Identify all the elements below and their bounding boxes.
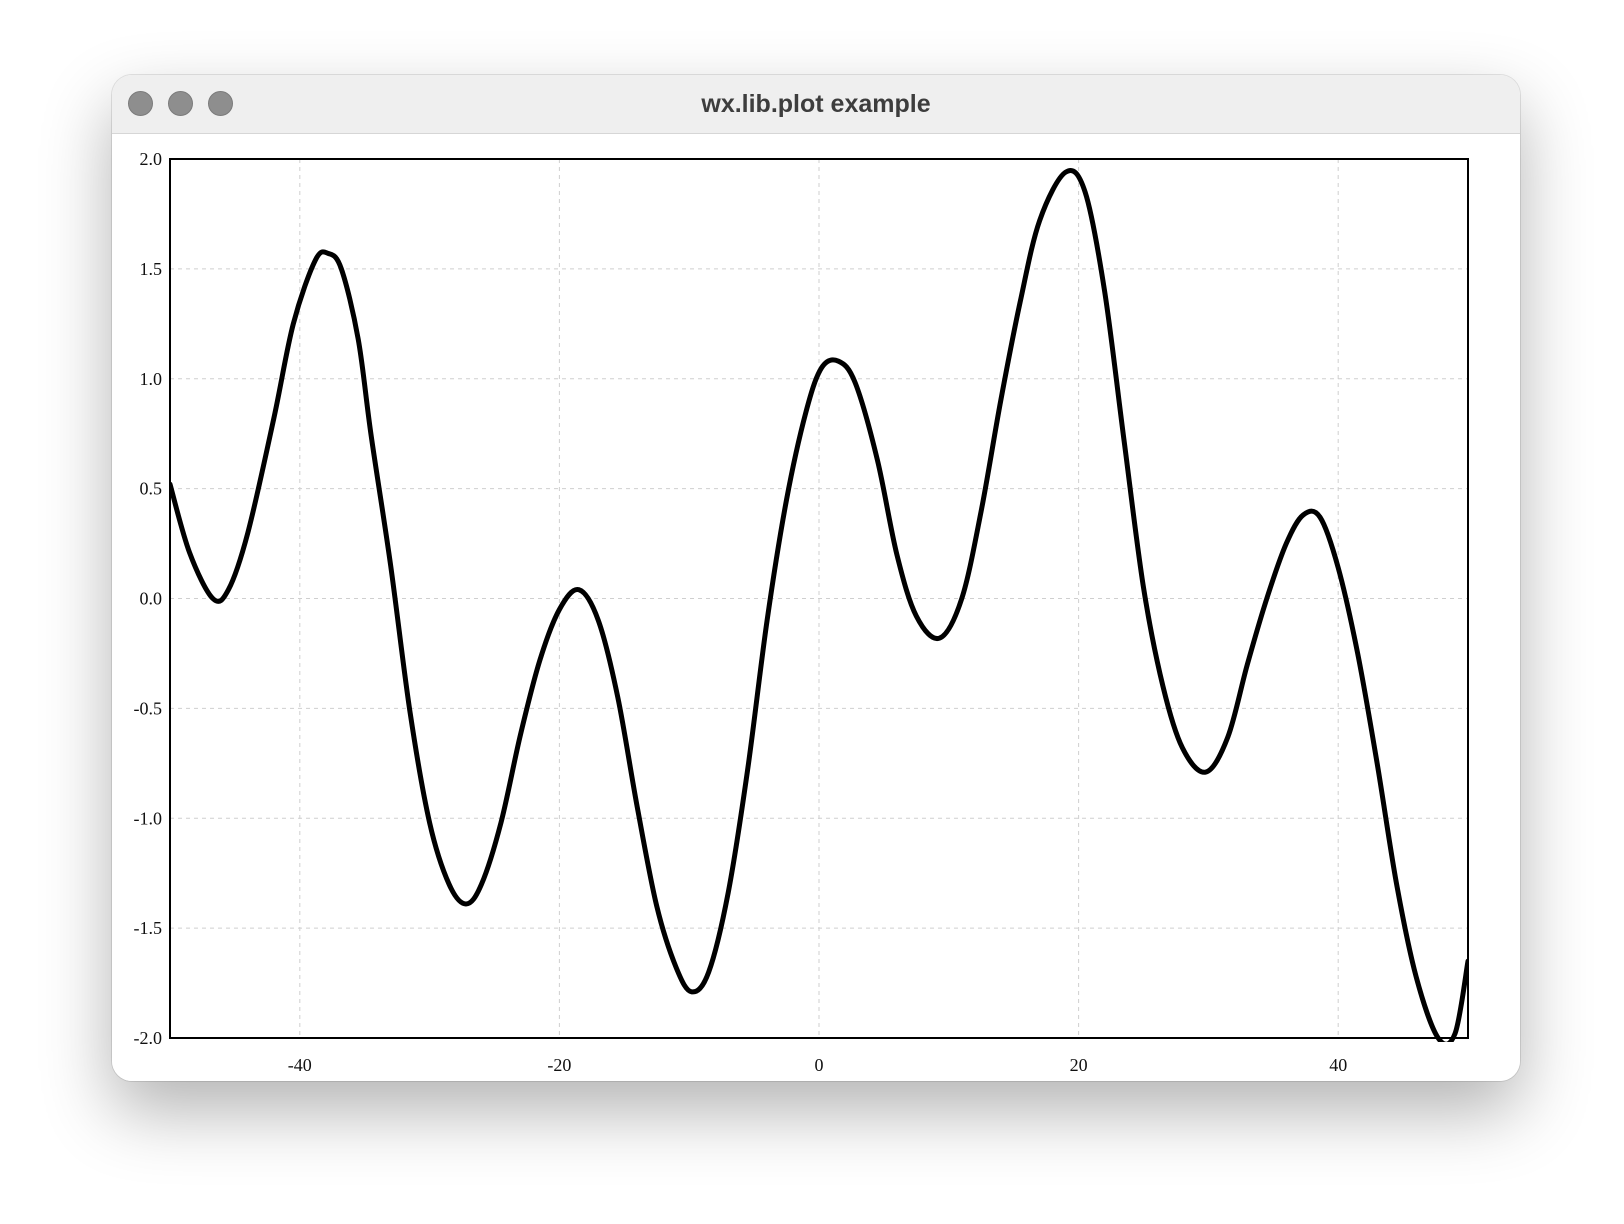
grid <box>170 159 1468 1038</box>
series-line <box>170 168 1468 1042</box>
y-tick-label: 1.5 <box>140 259 163 279</box>
x-tick-label: 20 <box>1070 1055 1088 1075</box>
app-window: wx.lib.plot example 2.0 1.5 1.0 0.5 0.0 -0.5 -… <box>112 75 1520 1081</box>
minimize-button[interactable] <box>168 91 193 116</box>
x-axis-tick-labels: -40 -20 0 20 40 <box>288 1055 1347 1075</box>
plot-border <box>169 158 1469 1039</box>
x-tick-label: 40 <box>1329 1055 1347 1075</box>
y-tick-label: -0.5 <box>134 698 163 718</box>
y-tick-label: -2.0 <box>134 1028 163 1048</box>
line-chart[interactable]: 2.0 1.5 1.0 0.5 0.0 -0.5 -1.0 -1.5 -2.0 -40 -20 0 2… <box>112 134 1520 1081</box>
plot-frame <box>169 158 1469 1039</box>
y-tick-label: -1.0 <box>134 808 163 828</box>
y-axis-tick-labels: 2.0 1.5 1.0 0.5 0.0 -0.5 -1.0 -1.5 -2.0 <box>134 149 163 1048</box>
plot-canvas[interactable]: 2.0 1.5 1.0 0.5 0.0 -0.5 -1.0 -1.5 -2.0 -40 -20 0 2… <box>112 134 1520 1081</box>
x-tick-label: 0 <box>815 1055 824 1075</box>
title-bar[interactable]: wx.lib.plot example <box>112 75 1520 134</box>
close-button[interactable] <box>128 91 153 116</box>
y-tick-label: 1.0 <box>140 369 163 389</box>
window-title: wx.lib.plot example <box>701 90 931 118</box>
y-tick-label: 0.0 <box>140 589 163 609</box>
y-tick-label: -1.5 <box>134 918 163 938</box>
y-tick-label: 2.0 <box>140 149 163 169</box>
y-tick-label: 0.5 <box>140 479 163 499</box>
x-tick-label: -20 <box>547 1055 571 1075</box>
x-tick-label: -40 <box>288 1055 312 1075</box>
series-layer <box>170 168 1468 1042</box>
maximize-button[interactable] <box>208 91 233 116</box>
